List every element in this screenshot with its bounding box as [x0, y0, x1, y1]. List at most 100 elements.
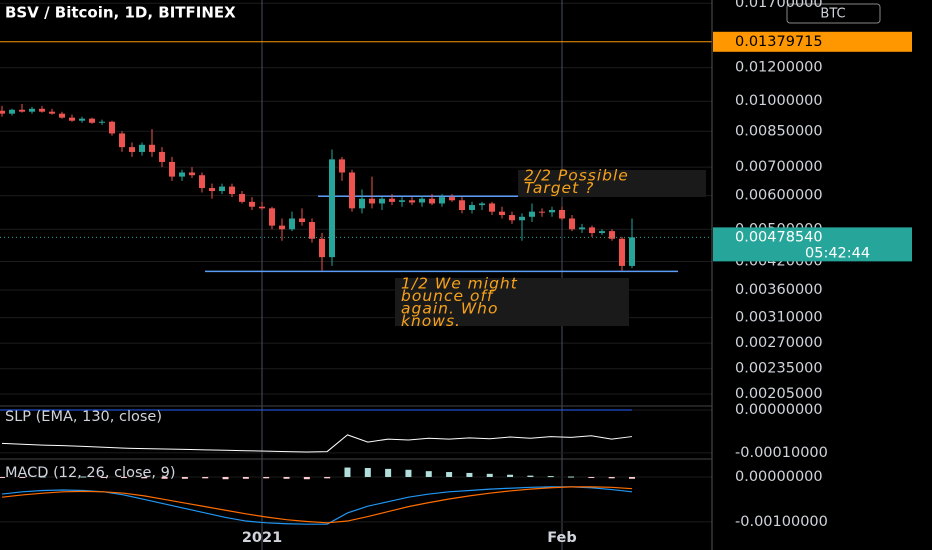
- y-tick-label: 0.00600000: [735, 188, 823, 204]
- y-tick-label: 0.00700000: [735, 159, 823, 175]
- candle-body: [559, 209, 565, 219]
- chart-title: BSV / Bitcoin, 1D, BITFINEX: [5, 4, 236, 22]
- candle-body: [459, 200, 465, 210]
- histogram-bar: [303, 476, 310, 480]
- slp-title: SLP (EMA, 130, close): [5, 409, 162, 425]
- candle-body: [599, 231, 605, 234]
- histogram-bar: [446, 472, 453, 477]
- candle-body: [449, 197, 455, 201]
- histogram-bar: [425, 471, 432, 477]
- candle-body: [629, 237, 635, 266]
- currency-button[interactable]: [786, 3, 881, 24]
- histogram-bar: [19, 476, 26, 478]
- candle-body: [479, 203, 485, 206]
- candle-body: [299, 218, 305, 223]
- candle-body: [89, 118, 95, 123]
- candle-body: [169, 161, 175, 177]
- histogram-bar: [364, 467, 371, 477]
- candle-body: [609, 231, 615, 239]
- y-tick-label: 0.00850000: [735, 123, 823, 139]
- candle-body: [429, 198, 435, 204]
- annotation-text: bounce off: [401, 287, 495, 305]
- y-tick-label: 0.01700000: [735, 0, 823, 11]
- candle-body: [199, 175, 205, 189]
- candle-body: [219, 186, 225, 192]
- histogram-bar: [507, 474, 514, 477]
- candle-body: [549, 209, 555, 213]
- histogram-bar: [100, 476, 107, 478]
- candle-body: [269, 208, 275, 226]
- candle-body: [359, 198, 365, 209]
- histogram-bar: [222, 476, 229, 480]
- y-tick-label: 0.01200000: [735, 60, 823, 76]
- y-tick-label: 0.00000000: [735, 469, 823, 485]
- histogram-bar: [161, 476, 168, 479]
- histogram-bar: [588, 476, 595, 478]
- histogram-bar: [39, 476, 46, 478]
- last-price-bg: [713, 227, 912, 262]
- candle-body: [9, 109, 15, 114]
- last-price-label: 0.00478540: [735, 229, 823, 245]
- histogram-bar: [466, 472, 473, 477]
- histogram-bar: [141, 476, 148, 479]
- macd-title: MACD (12, 26, close, 9): [5, 465, 176, 481]
- annotation-text: knows.: [401, 312, 461, 330]
- histogram-bar: [0, 476, 5, 478]
- candle-body: [309, 222, 315, 239]
- candle-body: [49, 111, 55, 114]
- candle-body: [379, 198, 385, 204]
- histogram-bar: [405, 469, 412, 477]
- histogram-bar: [59, 476, 66, 478]
- y-tick-label: 0.00205000: [735, 386, 823, 402]
- candle-body: [409, 200, 415, 203]
- candle-body: [209, 188, 215, 192]
- candle-body: [0, 110, 5, 114]
- histogram-bar: [181, 476, 188, 479]
- candle-body: [439, 197, 445, 204]
- annotation-box: [395, 278, 629, 326]
- histogram-bar: [344, 467, 351, 477]
- y-tick-label: 0.00000000: [735, 402, 823, 418]
- y-tick-label: -0.00100000: [735, 514, 828, 530]
- y-tick-label: 0.00235000: [735, 361, 823, 377]
- x-tick-label: 2021: [242, 530, 282, 546]
- candle-body: [39, 108, 45, 112]
- candle-body: [79, 118, 85, 121]
- currency-label[interactable]: BTC: [820, 7, 845, 22]
- candle-body: [109, 121, 115, 134]
- alert-label-bg: [713, 31, 912, 52]
- candle-body: [139, 144, 145, 152]
- candle-body: [529, 211, 535, 217]
- candle-body: [579, 227, 585, 230]
- candle-body: [189, 172, 195, 176]
- candle-body: [349, 172, 355, 209]
- candle-body: [589, 227, 595, 234]
- candle-body: [519, 216, 525, 221]
- annotation-text: 2/2 Possible: [524, 167, 629, 185]
- histogram-bar: [527, 475, 534, 477]
- y-tick-label: 0.00360000: [735, 282, 823, 298]
- candle-body: [319, 238, 325, 258]
- y-tick-label: -0.00010000: [735, 445, 828, 461]
- candle-body: [99, 121, 105, 123]
- histogram-bar: [629, 476, 635, 479]
- candle-body: [69, 117, 75, 121]
- candle-body: [259, 206, 265, 209]
- candle-body: [19, 109, 25, 112]
- candle-body: [399, 200, 405, 202]
- histogram-bar: [486, 473, 493, 477]
- histogram-bar: [385, 468, 392, 477]
- y-tick-label: 0.01000000: [735, 93, 823, 109]
- candle-body: [389, 198, 395, 202]
- candle-body: [569, 218, 575, 230]
- candle-body: [179, 172, 185, 177]
- countdown: 05:42:44: [805, 245, 870, 261]
- alert-label: 0.01379715: [735, 34, 823, 50]
- candle-body: [619, 238, 625, 266]
- candle-body: [369, 198, 375, 204]
- candle-body: [499, 211, 505, 216]
- candle-body: [149, 144, 155, 152]
- y-tick-label: 0.00310000: [735, 310, 823, 326]
- candle-body: [59, 113, 65, 118]
